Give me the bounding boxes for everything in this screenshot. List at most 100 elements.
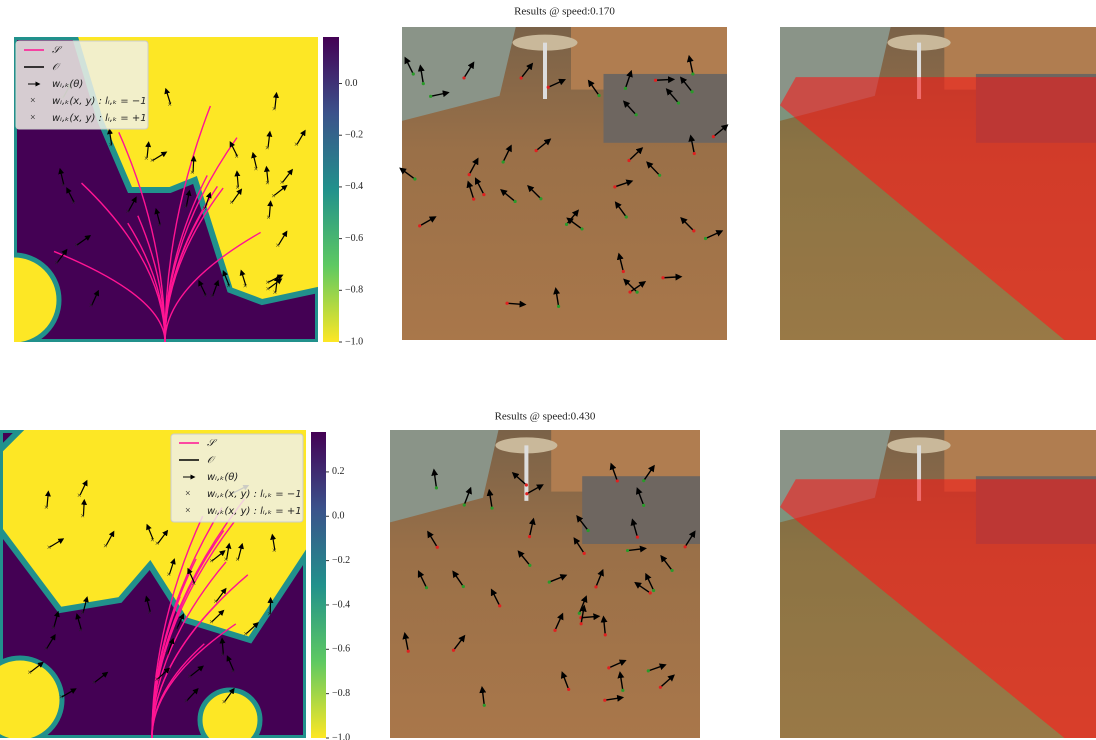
waypoint-marker xyxy=(636,290,639,293)
waypoint-marker: × xyxy=(202,204,207,213)
waypoint-marker xyxy=(647,669,650,672)
waypoint-marker: × xyxy=(51,623,56,632)
waypoint-marker xyxy=(626,549,629,552)
waypoint-marker: × xyxy=(54,258,59,267)
waypoint-marker: × xyxy=(61,180,66,189)
colorbar-tick-label: −1.0 xyxy=(345,336,363,347)
waypoint-marker: × xyxy=(78,625,83,634)
waypoint-marker: × xyxy=(220,650,225,659)
waypoint-marker: × xyxy=(147,608,152,617)
legend-label: wᵢ,ₖ(θ) xyxy=(52,79,83,90)
waypoint-marker: × xyxy=(265,278,270,287)
waypoint-marker xyxy=(654,79,657,82)
waypoint-marker xyxy=(692,229,695,232)
waypoint-marker: × xyxy=(275,241,280,250)
waypoint-marker: × xyxy=(155,675,160,684)
colorbar-tick-label: 0.0 xyxy=(345,78,358,89)
waypoint-marker xyxy=(691,72,694,75)
waypoint-marker: × xyxy=(168,100,173,109)
waypoint-marker: × xyxy=(271,191,276,200)
waypoint-marker: × xyxy=(77,491,82,500)
waypoint-marker: × xyxy=(92,678,97,687)
waypoint-marker xyxy=(412,72,415,75)
waypoint-marker: × xyxy=(272,546,277,555)
waypoint-marker: × xyxy=(71,198,76,207)
waypoint-marker xyxy=(535,149,538,152)
waypoint-marker xyxy=(567,688,570,691)
waypoint-marker xyxy=(607,666,610,669)
waypoint-marker xyxy=(652,589,655,592)
waypoint-marker xyxy=(418,224,421,227)
waypoint-marker xyxy=(472,197,475,200)
waypoint-marker: × xyxy=(47,543,52,552)
colorbar-tick-label: 0.2 xyxy=(332,466,345,477)
waypoint-marker: × xyxy=(254,164,259,173)
waypoint-marker: × xyxy=(213,597,218,606)
waypoint-marker xyxy=(528,564,531,567)
waypoint-marker xyxy=(627,159,630,162)
waypoint-marker: × xyxy=(224,555,229,564)
legend-swatch: × xyxy=(185,488,191,499)
waypoint-marker xyxy=(693,152,696,155)
waypoint-marker xyxy=(604,633,607,636)
waypoint-marker: × xyxy=(266,213,271,222)
legend-label: wᵢ,ₖ(θ) xyxy=(207,472,238,483)
waypoint-marker: × xyxy=(89,301,94,310)
waypoint-marker xyxy=(553,629,556,632)
waypoint-marker: × xyxy=(59,693,64,702)
waypoint-marker xyxy=(429,95,432,98)
colorbar-tick-label: −0.2 xyxy=(332,555,350,566)
panel-title: Results @ speed:0.170 xyxy=(514,6,615,18)
waypoint-marker: × xyxy=(103,541,108,550)
waypoint-marker xyxy=(525,483,528,486)
waypoint-marker xyxy=(547,86,550,89)
waypoint-marker xyxy=(435,486,438,489)
colorbar-tick-label: −0.4 xyxy=(345,181,363,192)
waypoint-marker: × xyxy=(222,697,227,706)
waypoint-marker xyxy=(659,686,662,689)
waypoint-marker xyxy=(594,585,597,588)
waypoint-marker xyxy=(649,591,652,594)
waypoint-marker: × xyxy=(184,696,189,705)
waypoint-marker xyxy=(436,546,439,549)
waypoint-marker: × xyxy=(243,282,248,291)
colorbar xyxy=(323,37,339,342)
waypoint-marker: × xyxy=(190,168,195,177)
waypoint-marker xyxy=(413,177,416,180)
overlay-photo xyxy=(780,430,1096,738)
waypoint-marker xyxy=(597,94,600,97)
colorbar-tick-label: −0.4 xyxy=(332,599,350,610)
waypoint-marker xyxy=(565,223,568,226)
panel-row: ××××××××××××××××××××××××××××××××××𝒮𝒪wᵢ,ₖ… xyxy=(0,411,1096,740)
waypoint-marker xyxy=(690,90,693,93)
waypoint-marker xyxy=(622,270,625,273)
waypoint-marker xyxy=(525,492,528,495)
waypoint-marker: × xyxy=(125,207,130,216)
figure: ××××××××××××××××××××××××××××××××××𝒮𝒪wᵢ,ₖ… xyxy=(0,0,1096,740)
couch-seat xyxy=(582,476,700,544)
waypoint-arrow xyxy=(663,277,679,278)
waypoint-marker: × xyxy=(231,667,236,676)
waypoint-marker xyxy=(452,649,455,652)
waypoint-marker: × xyxy=(109,141,114,150)
waypoint-marker: × xyxy=(272,105,277,114)
waypoint-marker xyxy=(463,503,466,506)
waypoint-marker xyxy=(462,76,465,79)
waypoint-marker xyxy=(603,699,606,702)
waypoint-marker xyxy=(520,76,523,79)
colorbar-tick-label: −0.8 xyxy=(332,688,350,699)
waypoint-marker xyxy=(539,197,542,200)
waypoint-marker xyxy=(580,227,583,230)
waypoint-marker: × xyxy=(203,291,208,300)
free-region xyxy=(200,690,260,740)
waypoint-marker xyxy=(621,689,624,692)
waypoint-marker xyxy=(636,536,639,539)
legend-label: wᵢ,ₖ(x, y) : lᵢ,ₖ = −1 xyxy=(207,489,302,500)
waypoint-marker: × xyxy=(210,292,215,301)
waypoint-marker xyxy=(557,305,560,308)
waypoint-marker xyxy=(624,87,627,90)
waypoint-marker xyxy=(468,173,471,176)
couch-seat xyxy=(604,74,728,143)
waypoint-marker xyxy=(642,479,645,482)
waypoint-marker: × xyxy=(235,555,240,564)
